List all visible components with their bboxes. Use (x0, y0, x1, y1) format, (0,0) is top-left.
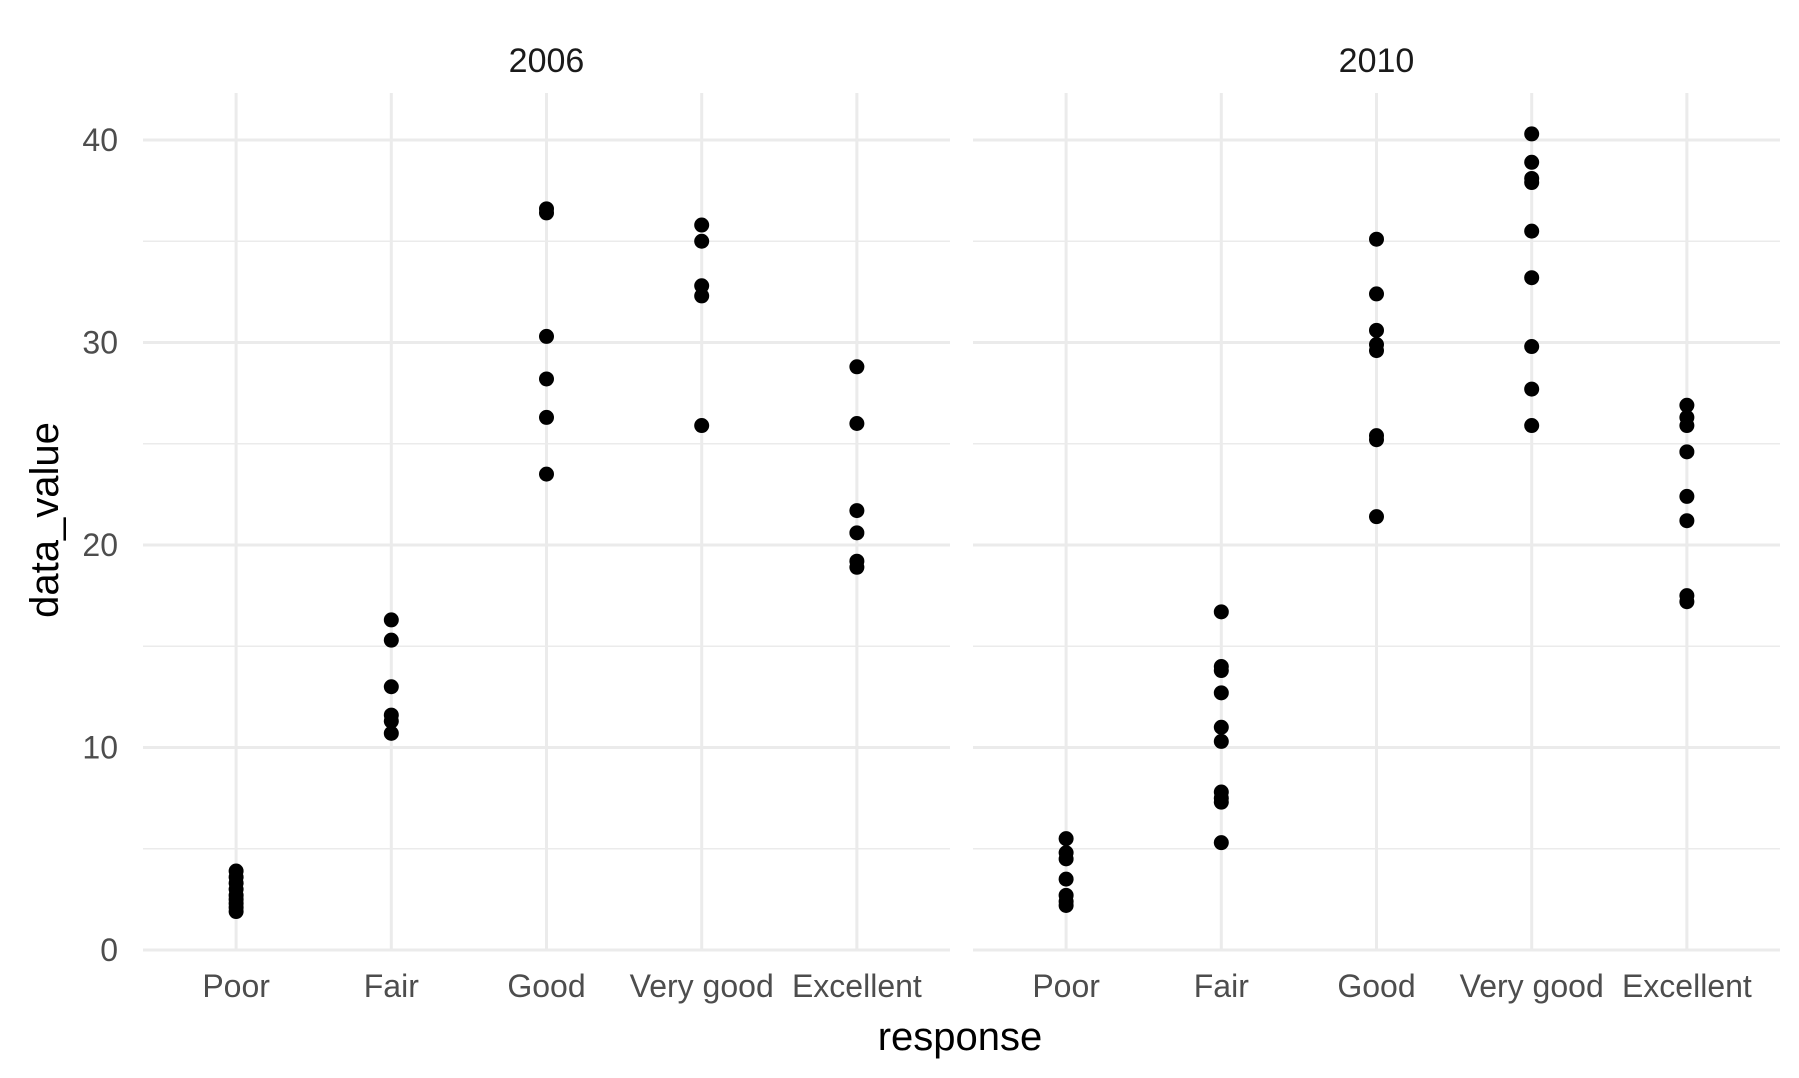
data-point (383, 632, 399, 648)
x-tick-label: Fair (1194, 968, 1249, 1004)
data-point (1213, 659, 1229, 674)
data-point (694, 217, 710, 233)
data-point (694, 278, 710, 294)
data-point (1679, 409, 1695, 425)
x-tick-label: Fair (364, 968, 419, 1004)
data-point (1058, 831, 1074, 847)
data-point (849, 553, 865, 569)
facet-label: 2006 (509, 42, 585, 80)
data-point (849, 525, 865, 541)
data-point (539, 371, 554, 387)
data-point (1524, 126, 1540, 142)
facet-panel-2010: 2010 Poor Fair Good Very good Excellent (973, 42, 1780, 1004)
data-point (1058, 845, 1074, 861)
data-point (383, 679, 399, 695)
x-tick-label: Poor (1032, 968, 1100, 1004)
data-point (1058, 887, 1074, 903)
data-point (1524, 418, 1540, 434)
data-point (1679, 444, 1695, 460)
data-point (1524, 339, 1540, 355)
data-point (1213, 784, 1229, 800)
y-tick-label: 0 (100, 932, 118, 968)
data-point (539, 466, 554, 482)
facet-panel-2006: 2006 Poor Fair Good Very good Excellent (143, 42, 950, 1004)
data-point (849, 503, 865, 519)
facet-label: 2010 (1339, 42, 1415, 80)
data-point (1679, 588, 1695, 604)
data-point (1213, 835, 1229, 851)
data-point (383, 707, 399, 723)
y-tick-label: 30 (82, 325, 118, 361)
data-point (849, 416, 865, 431)
data-point (1369, 322, 1384, 338)
chart-panels: 2006 Poor Fair Good Very good Excellent 2010 Po… (143, 42, 1780, 1004)
y-tick-label: 20 (82, 527, 118, 563)
data-point (1524, 223, 1540, 239)
x-tick-label: Good (507, 968, 585, 1004)
data-point (1369, 428, 1384, 444)
data-point (1679, 397, 1695, 413)
data-point (694, 233, 710, 249)
y-axis-title: data_value (23, 422, 67, 618)
data-point (383, 612, 399, 628)
data-point (1213, 733, 1229, 749)
x-tick-label: Excellent (1622, 968, 1752, 1004)
data-point (1524, 154, 1540, 170)
x-tick-label: Good (1337, 968, 1415, 1004)
data-point (1369, 337, 1384, 353)
data-point (1369, 286, 1384, 302)
data-point (228, 863, 244, 879)
data-point (1058, 871, 1074, 887)
x-axis-title: response (878, 1015, 1043, 1059)
x-tick-label: Poor (202, 968, 270, 1004)
data-point (1524, 381, 1540, 397)
data-point (1369, 231, 1384, 247)
data-point (539, 328, 554, 344)
y-tick-label: 10 (82, 730, 118, 766)
data-point (1213, 685, 1229, 701)
data-point (1679, 513, 1695, 529)
data-point (1679, 488, 1695, 504)
y-tick-label: 40 (82, 122, 118, 158)
x-tick-label: Very good (630, 968, 774, 1004)
data-point (694, 418, 710, 434)
x-tick-label: Very good (1460, 968, 1604, 1004)
data-point (1369, 509, 1384, 525)
data-point (539, 409, 554, 425)
data-point (539, 201, 554, 217)
y-axis: 0 10 20 30 40 (82, 122, 118, 968)
data-point (1213, 719, 1229, 735)
data-point (383, 725, 399, 741)
data-point (849, 359, 865, 375)
x-tick-label: Excellent (792, 968, 922, 1004)
data-point (1213, 604, 1229, 620)
data-point (1524, 170, 1540, 186)
data-point (1524, 270, 1540, 286)
